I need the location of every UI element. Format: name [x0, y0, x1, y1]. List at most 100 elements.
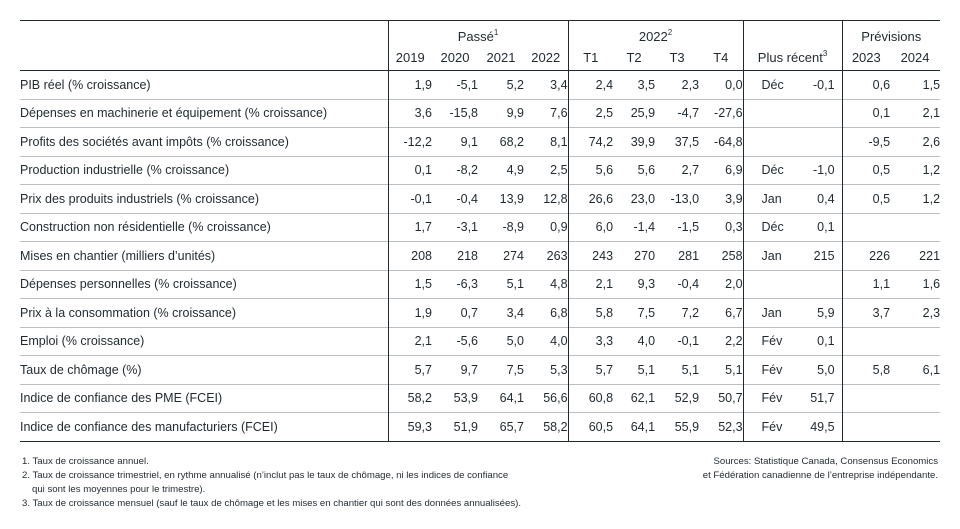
value-cell: 5,1 — [681, 362, 700, 377]
table-row: Prix à la consommation (% croissance) 1,9… — [20, 298, 941, 327]
forecast-cell — [842, 384, 890, 413]
value-cell: 60,8 — [588, 391, 614, 406]
value-cell: -1,4 — [633, 220, 656, 235]
footnote: qui sont les moyennes pour le trimestre)… — [32, 484, 206, 495]
recent-month: Fév — [761, 419, 783, 434]
value-cell: 5,3 — [524, 355, 569, 384]
row-label: Dépenses en machinerie et équipement (% … — [20, 99, 389, 128]
value-cell: 6,8 — [524, 298, 569, 327]
row-label: Taux de chômage (%) — [20, 355, 389, 384]
header-recent-blank — [743, 20, 843, 44]
forecast-cell: 6,1 — [922, 362, 941, 377]
value-cell: 1,7 — [414, 220, 432, 235]
value-cell: 6,7 — [699, 298, 744, 327]
value-cell: 3,5 — [637, 77, 656, 92]
recent-month: Fév — [761, 362, 783, 377]
row-label: Dépenses personnelles (% croissance) — [20, 270, 389, 299]
forecast-cell: 226 — [869, 248, 891, 263]
value-cell: 74,2 — [588, 134, 614, 149]
value-cell: 13,9 — [499, 191, 524, 206]
recent-cell: Jan 215 — [743, 241, 843, 270]
table-row: Emploi (% croissance) 2,1 -5,6 5,0 4,0 3,3 4,0… — [20, 327, 941, 356]
value-cell: -8,9 — [502, 220, 524, 235]
value-cell: 218 — [457, 248, 478, 263]
col-header: 2019 — [388, 44, 432, 71]
value-cell: 4,8 — [524, 270, 569, 299]
recent-month: Jan — [761, 248, 782, 263]
value-cell: 25,9 — [630, 106, 656, 121]
value-cell: 53,9 — [453, 391, 478, 406]
value-cell: 5,8 — [595, 305, 614, 320]
sources: Sources: Statistique Canada, Consensus E… — [703, 455, 938, 483]
recent-cell — [743, 270, 843, 299]
forecast-cell — [890, 413, 940, 442]
header-row-groups: Passé1 20222 Prévisions — [20, 20, 941, 44]
value-cell: 5,0 — [506, 334, 524, 349]
value-cell: 7,5 — [637, 305, 656, 320]
forecast-cell: 0,1 — [872, 106, 891, 121]
recent-cell: Déc -0,1 — [743, 70, 843, 99]
col-header: T4 — [699, 44, 744, 71]
row-label: PIB réel (% croissance) — [20, 70, 389, 99]
value-cell: 5,6 — [637, 163, 656, 178]
value-cell: 2,0 — [699, 270, 744, 299]
value-cell: 26,6 — [588, 191, 614, 206]
value-cell: 7,5 — [506, 362, 524, 377]
value-cell: 281 — [678, 248, 700, 263]
forecast-cell: 2,3 — [922, 305, 941, 320]
value-cell: 9,3 — [637, 277, 656, 292]
row-label: Production industrielle (% croissance) — [20, 156, 389, 185]
value-cell: -6,3 — [456, 277, 478, 292]
value-cell: 58,2 — [407, 391, 432, 406]
forecast-cell: 221 — [919, 248, 941, 263]
col-header: 2021 — [478, 44, 524, 71]
recent-cell: Jan 5,9 — [743, 298, 843, 327]
value-cell: 65,7 — [499, 419, 524, 434]
table-row: Indice de confiance des manufacturiers (… — [20, 412, 941, 442]
recent-cell — [743, 127, 843, 156]
header-group-quarters: 20222 — [568, 20, 744, 44]
recent-value: 0,1 — [817, 334, 835, 349]
row-label: Indice de confiance des manufacturiers (… — [20, 412, 389, 441]
recent-month: Déc — [761, 220, 784, 235]
forecast-cell: 2,1 — [922, 106, 941, 121]
value-cell: 55,9 — [674, 419, 700, 434]
sources-line: Sources: Statistique Canada, Consensus E… — [713, 456, 938, 467]
value-cell: 3,4 — [506, 305, 524, 320]
table-row: PIB réel (% croissance) 1,9 -5,1 5,2 3,4 2,4 3… — [20, 70, 941, 99]
value-cell: -0,4 — [677, 277, 700, 292]
col-header: 2020 — [432, 44, 478, 71]
value-cell: 1,9 — [414, 77, 432, 92]
value-cell: -3,1 — [456, 220, 478, 235]
sources-line: et Fédération canadienne de l’entreprise… — [702, 470, 938, 481]
header-group-past: Passé1 — [388, 20, 569, 44]
value-cell: 2,5 — [595, 106, 614, 121]
value-cell: 52,3 — [699, 412, 744, 441]
value-cell: 64,1 — [630, 419, 656, 434]
value-cell: 5,7 — [595, 362, 614, 377]
recent-value: 0,1 — [817, 220, 835, 235]
value-cell: 4,0 — [524, 327, 569, 356]
recent-value: 215 — [813, 248, 835, 263]
forecast-cell — [890, 384, 940, 413]
forecast-cell — [890, 213, 940, 242]
value-cell: 23,0 — [630, 191, 656, 206]
value-cell: 0,9 — [524, 213, 569, 242]
value-cell: 1,5 — [414, 277, 432, 292]
forecast-cell: 3,7 — [872, 305, 891, 320]
value-cell: -5,6 — [456, 334, 478, 349]
forecast-cell — [890, 327, 940, 356]
forecast-cell: -9,5 — [868, 134, 891, 149]
recent-value: 5,9 — [817, 305, 835, 320]
value-cell: 3,3 — [595, 334, 614, 349]
recent-value: 51,7 — [810, 391, 835, 406]
value-cell: 3,4 — [524, 70, 569, 99]
row-label: Mises en chantier (milliers d’unités) — [20, 241, 389, 270]
value-cell: 6,0 — [595, 220, 614, 235]
value-cell: 37,5 — [674, 134, 700, 149]
value-cell: -64,8 — [699, 127, 744, 156]
forecast-cell — [842, 213, 890, 242]
recent-month: Jan — [761, 305, 782, 320]
footnote: 1. Taux de croissance annuel. — [22, 456, 149, 467]
value-cell: 4,0 — [637, 334, 656, 349]
